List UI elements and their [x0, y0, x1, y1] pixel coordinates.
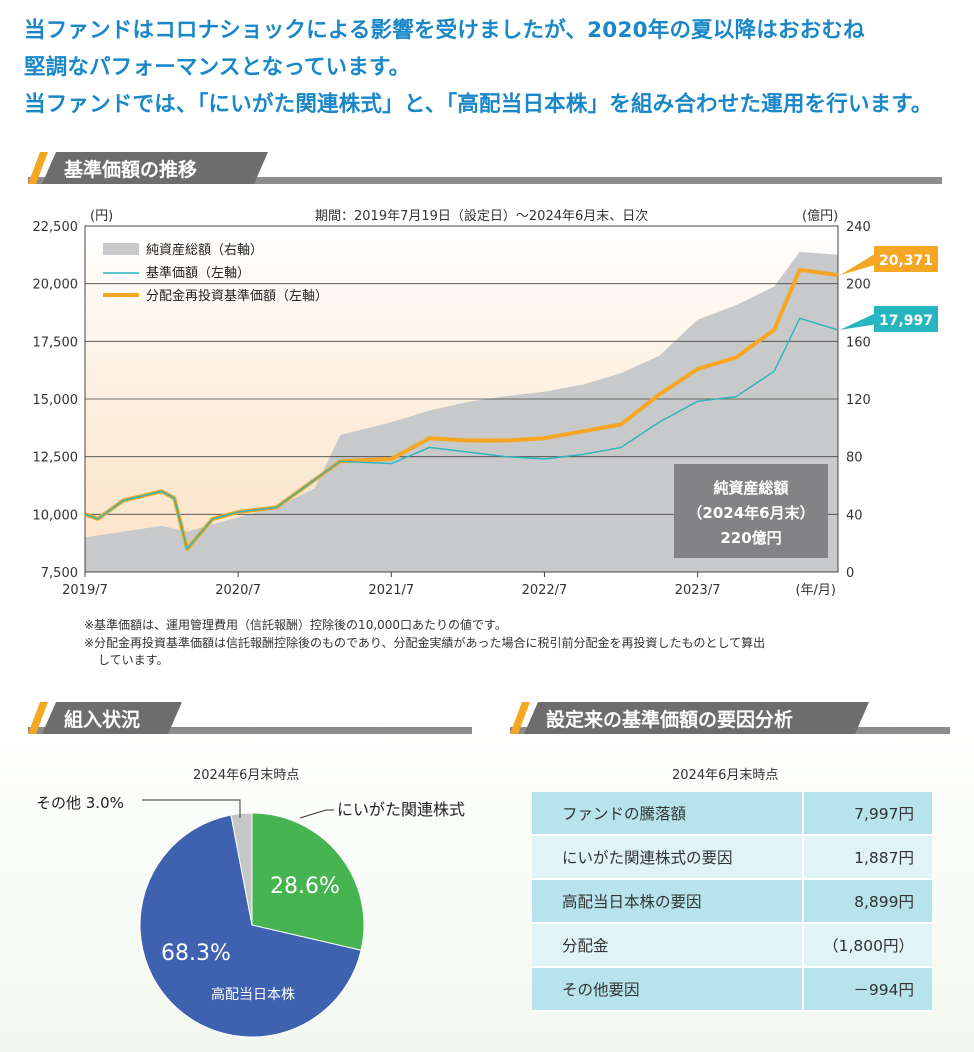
- plot-frame: [84, 225, 839, 573]
- left-tick-label: 10,000: [33, 508, 79, 523]
- annotation-line: 220億円: [720, 529, 781, 547]
- pie-value-label: 28.6%: [270, 874, 340, 899]
- row-label: にいがた関連株式の要因: [532, 835, 804, 880]
- period-note: 期間：2019年7月19日（設定日）～2024年6月末、日次: [315, 209, 649, 224]
- pie-slice-label: その他 3.0%: [36, 794, 124, 812]
- table-row: 高配当日本株の要因 8,899円: [532, 879, 932, 924]
- x-tick-label: 2021/7: [368, 583, 414, 598]
- end-label-reinvested: 20,371: [879, 253, 933, 269]
- end-label-nav: 17,997: [879, 313, 933, 329]
- row-value: 7,997円: [803, 792, 932, 836]
- right-tick-label: 160: [846, 335, 871, 350]
- factor-analysis-table: ファンドの騰落額 7,997円 にいがた関連株式の要因 1,887円 高配当日本株の要因…: [532, 792, 932, 1012]
- end-label-reinvested-pointer: [840, 252, 878, 276]
- section-header-holdings: 組入状況: [28, 702, 472, 734]
- left-tick-label: 12,500: [33, 451, 79, 466]
- holdings-date: 2024年6月末時点: [193, 768, 300, 783]
- table-row: 分配金 （1,800円）: [532, 923, 932, 968]
- section-header-nav-history: 基準価額の推移: [28, 152, 942, 184]
- x-tick-label: 2023/7: [675, 583, 721, 598]
- left-tick-label: 20,000: [33, 278, 79, 293]
- nav-history-chart: 22,500 240 20,000 200 17,500 160 15,000 120 12,5…: [33, 220, 938, 598]
- row-label: その他要因: [532, 967, 804, 1012]
- left-tick-label: 17,500: [33, 335, 79, 350]
- right-tick-label: 40: [846, 508, 863, 523]
- holdings-pie-chart: 28.6% 68.3% 高配当日本株 にいがた関連株式 その他 3.0%: [36, 794, 465, 1038]
- pie-slice: [139, 814, 362, 1038]
- right-tick-label: 120: [846, 393, 871, 408]
- section-title: 設定来の基準価額の要因分析: [546, 709, 794, 731]
- pie-slice: [251, 812, 365, 951]
- annotation-line: 純資産総額: [713, 479, 788, 497]
- legend-label: 純資産総額（右軸）: [146, 242, 263, 258]
- headline: 当ファンドはコロナショックによる影響を受けましたが、2020年の夏以降はおおむね…: [24, 12, 954, 123]
- row-value: （1,800円）: [803, 923, 932, 968]
- headline-line-3: 当ファンドでは、「にいがた関連株式」と、「高配当日本株」を組み合わせた運用を行い…: [24, 92, 933, 117]
- end-label-reinvested-box: [874, 246, 938, 272]
- table-row: にいがた関連株式の要因 1,887円: [532, 835, 932, 880]
- section-title: 基準価額の推移: [64, 159, 198, 181]
- legend-label: 基準価額（左軸）: [146, 265, 250, 281]
- note-2: ※分配金再投資基準価額は信託報酬控除後のものであり、分配金実績があった場合に税引…: [84, 636, 766, 650]
- legend-swatch-net-assets: [103, 243, 139, 255]
- pie-slice-label: 高配当日本株: [211, 986, 295, 1003]
- row-label: ファンドの騰落額: [532, 792, 804, 836]
- end-label-nav-pointer: [840, 312, 878, 330]
- row-value: 1,887円: [803, 835, 932, 880]
- headline-line-1: 当ファンドはコロナショックによる影響を受けましたが、2020年の夏以降はおおむね: [24, 18, 865, 43]
- note-1: ※基準価額は、運用管理費用（信託報酬）控除後の10,000口あたりの値です。: [84, 618, 507, 632]
- callout-line: [299, 809, 334, 819]
- note-3: しています。: [98, 653, 169, 667]
- right-tick-label: 240: [846, 220, 871, 235]
- right-tick-label: 0: [846, 566, 854, 581]
- callout-line: [142, 799, 241, 818]
- end-label-nav-box: [874, 306, 938, 332]
- row-label: 分配金: [532, 923, 804, 968]
- left-tick-label: 7,500: [41, 566, 78, 581]
- annotation-line: （2024年6月末）: [687, 504, 814, 522]
- right-tick-label: 80: [846, 451, 863, 466]
- table-row: その他要因 －994円: [532, 967, 932, 1012]
- section-title: 組入状況: [64, 709, 141, 731]
- left-axis-unit: (円): [90, 209, 114, 224]
- left-tick-label: 22,500: [33, 220, 79, 235]
- net-assets-annotation-box: [674, 464, 828, 558]
- row-value: －994円: [803, 967, 932, 1012]
- right-axis-unit: (億円): [802, 209, 839, 224]
- headline-line-2: 堅調なパフォーマンスとなっています。: [24, 55, 411, 80]
- right-tick-label: 200: [846, 278, 871, 293]
- factor-date: 2024年6月末時点: [672, 768, 779, 783]
- section-header-factor-analysis: 設定来の基準価額の要因分析: [510, 702, 950, 734]
- row-value: 8,899円: [803, 879, 932, 924]
- x-axis-unit: (年/月): [795, 583, 836, 598]
- pie-slice: [230, 812, 253, 926]
- row-label: 高配当日本株の要因: [532, 879, 804, 924]
- table-row: ファンドの騰落額 7,997円: [532, 792, 932, 836]
- x-tick-label: 2022/7: [522, 583, 568, 598]
- pie-value-label: 68.3%: [161, 941, 231, 966]
- left-tick-label: 15,000: [33, 393, 79, 408]
- x-tick-label: 2020/7: [215, 583, 261, 598]
- x-tick-label: 2019/7: [62, 583, 108, 598]
- pie-slice-label: にいがた関連株式: [337, 800, 465, 819]
- legend-label: 分配金再投資基準価額（左軸）: [146, 288, 328, 304]
- series-nav-line: [84, 317, 839, 550]
- series-net-assets-area: [85, 251, 838, 572]
